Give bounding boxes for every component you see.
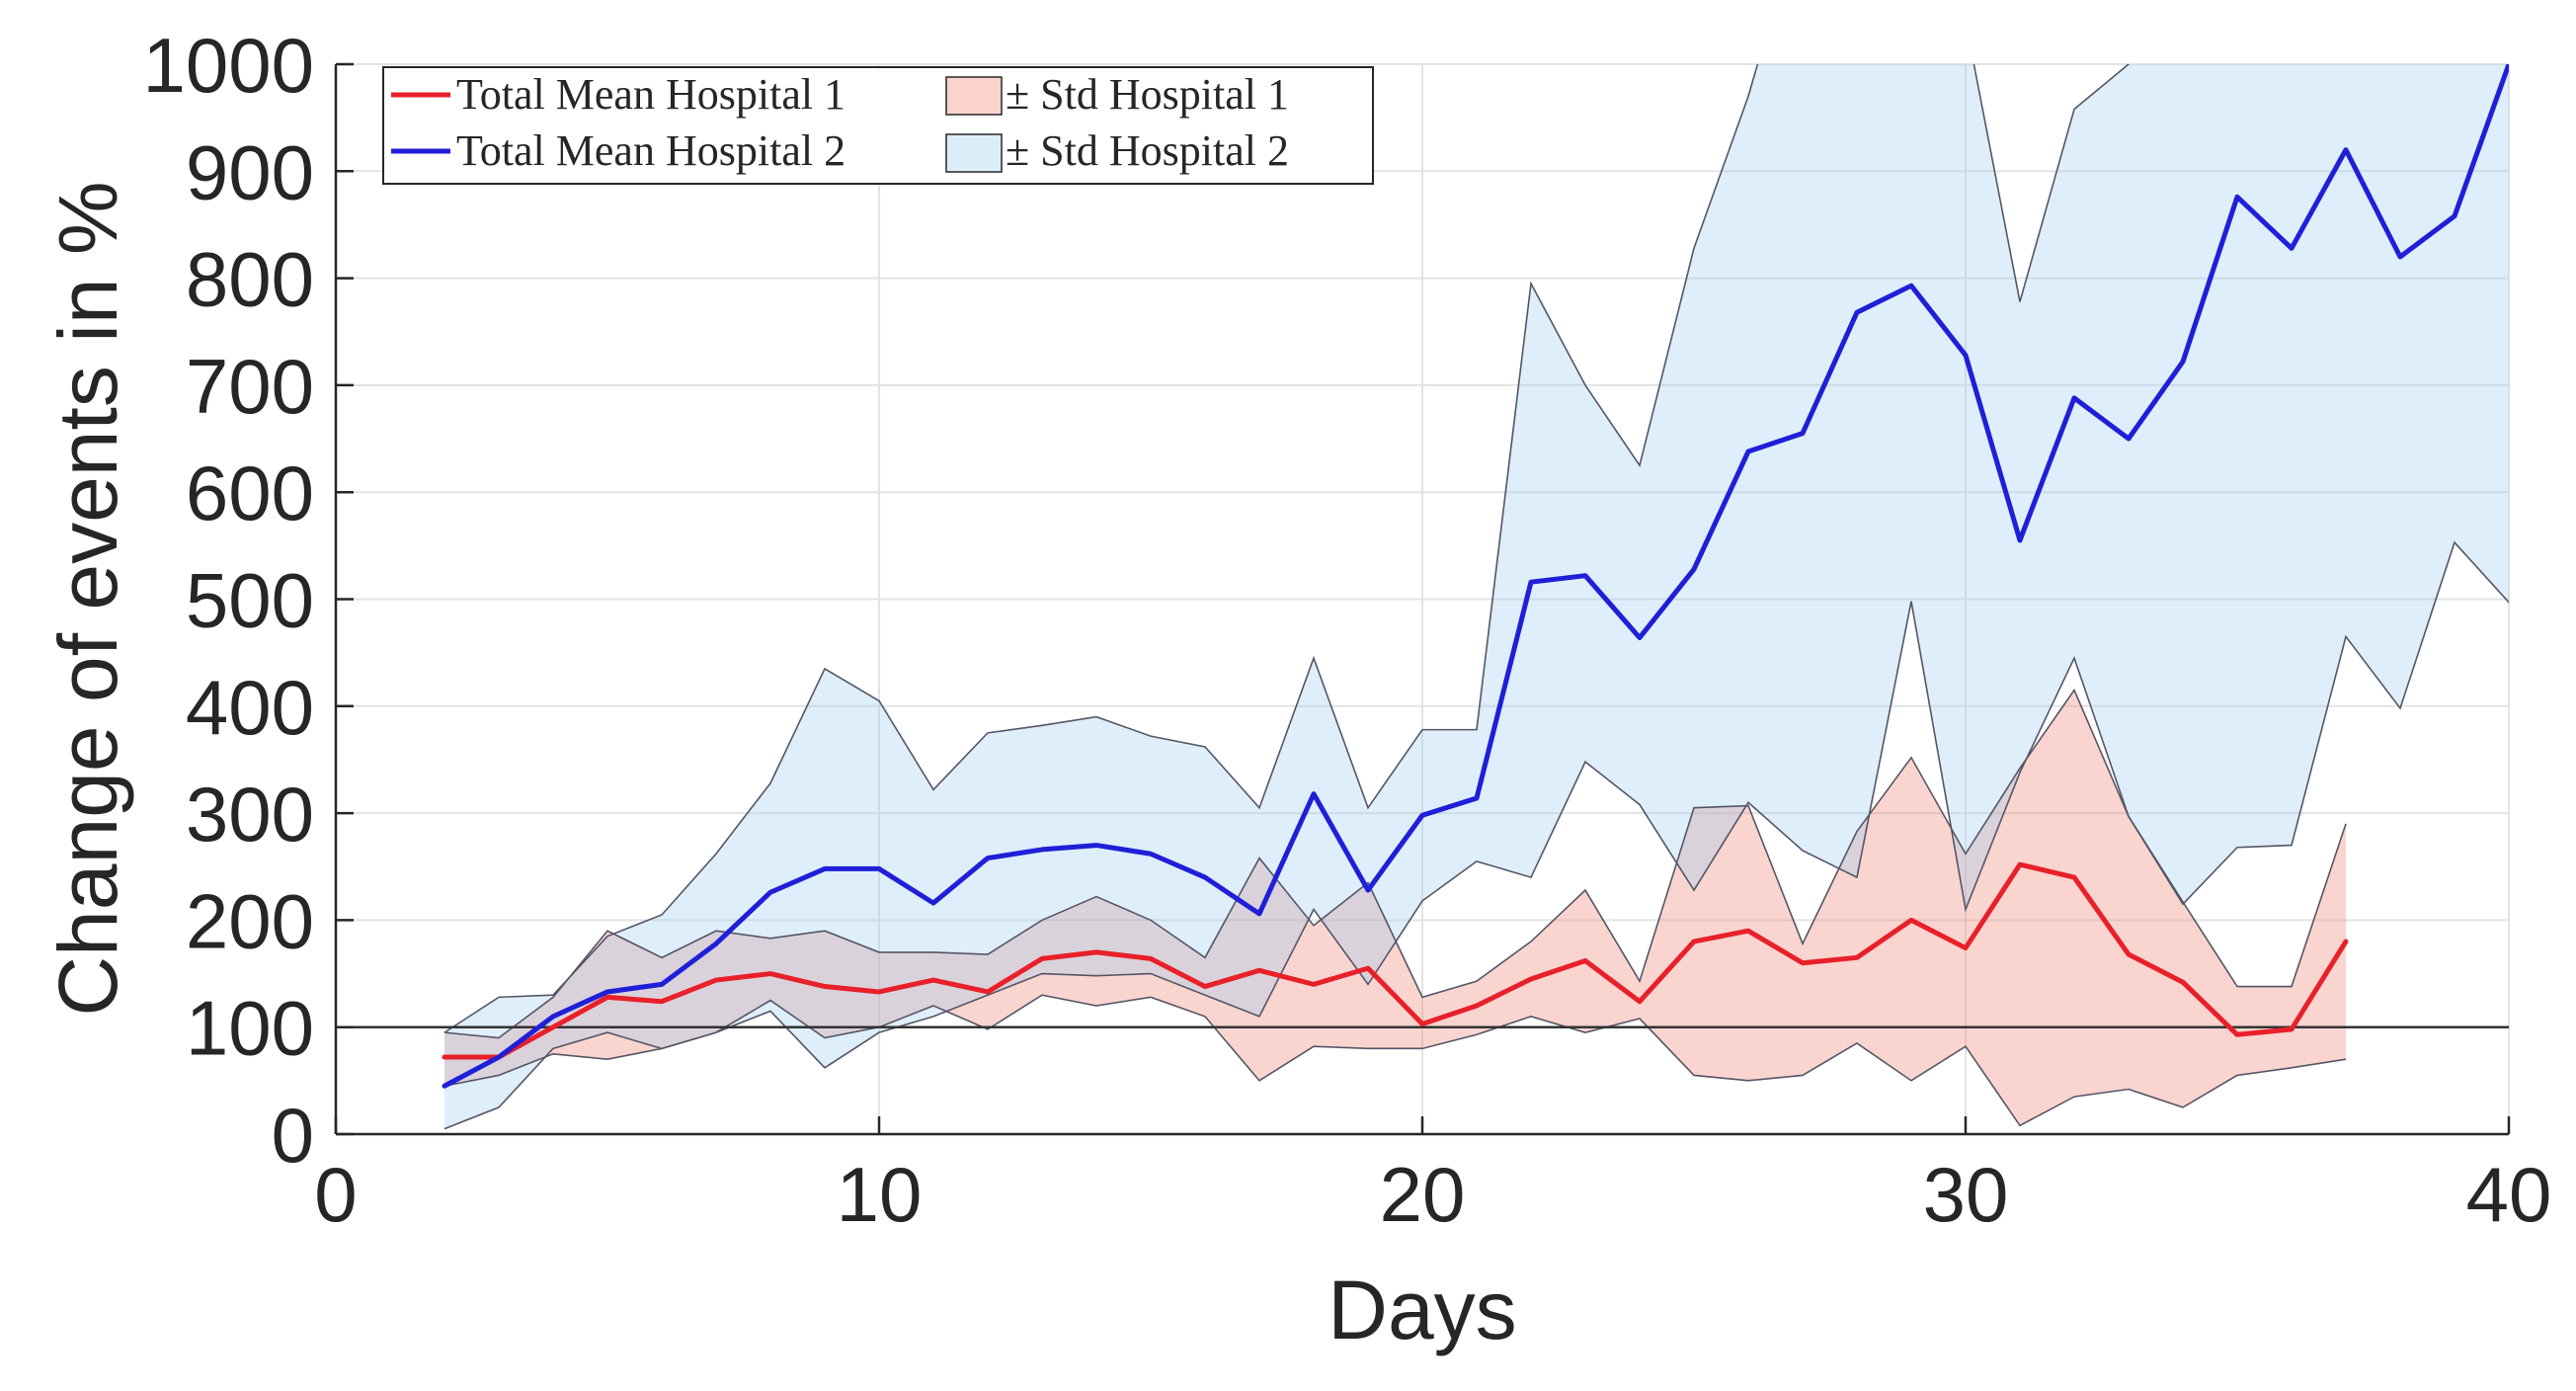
y-axis-title: Change of events in % xyxy=(41,181,134,1016)
y-tick-label: 1000 xyxy=(142,22,314,109)
y-tick-label: 300 xyxy=(186,771,314,858)
y-tick-label: 900 xyxy=(186,128,314,215)
x-axis-title: Days xyxy=(1328,1264,1516,1356)
legend-box xyxy=(382,66,1374,185)
y-tick-label: 700 xyxy=(186,343,314,430)
x-tick-label: 30 xyxy=(1923,1151,2009,1238)
tick-labels: 0 10 20 30 400100200300400500600700800900100… xyxy=(142,22,2551,1238)
legend-mean1-label: Total Mean Hospital 1 xyxy=(456,70,845,119)
mean-line-hospital-2 xyxy=(442,64,2509,1089)
x-tick-label: 20 xyxy=(1380,1151,1466,1238)
std-band-2-upper-edge xyxy=(443,64,2131,1033)
std-band-1 xyxy=(444,690,2346,1126)
mean-lines xyxy=(442,64,2509,1089)
x-tick-label: 10 xyxy=(837,1151,923,1238)
y-tick-label: 400 xyxy=(186,664,314,751)
x-tick-label: 40 xyxy=(2466,1151,2552,1238)
mean-line-hospital-1 xyxy=(442,861,2349,1060)
y-tick-label: 100 xyxy=(186,985,314,1072)
std-bands xyxy=(443,64,2509,1130)
legend-std2-label: ± Std Hospital 2 xyxy=(1006,126,1289,175)
x-tick-label: 0 xyxy=(314,1151,357,1238)
legend: Total Mean Hospital 1 ± Std Hospital 1 T… xyxy=(382,66,1374,185)
grid xyxy=(335,63,2510,1135)
axes xyxy=(334,62,2511,1136)
legend-mean2-label: Total Mean Hospital 2 xyxy=(456,126,845,175)
std-band-2-lower-edge xyxy=(443,540,2509,1130)
legend-std1-swatch xyxy=(945,76,1003,116)
y-tick-label: 600 xyxy=(186,450,314,536)
y-tick-label: 800 xyxy=(186,236,314,323)
y-tick-label: 200 xyxy=(186,877,314,964)
std-band-1-lower-edge xyxy=(443,994,2347,1127)
y-tick-label: 0 xyxy=(272,1092,314,1179)
legend-std2-swatch xyxy=(945,133,1003,173)
legend-std1-label: ± Std Hospital 1 xyxy=(1006,70,1289,119)
y-tick-label: 500 xyxy=(186,557,314,644)
std-band-2 xyxy=(444,64,2509,1129)
